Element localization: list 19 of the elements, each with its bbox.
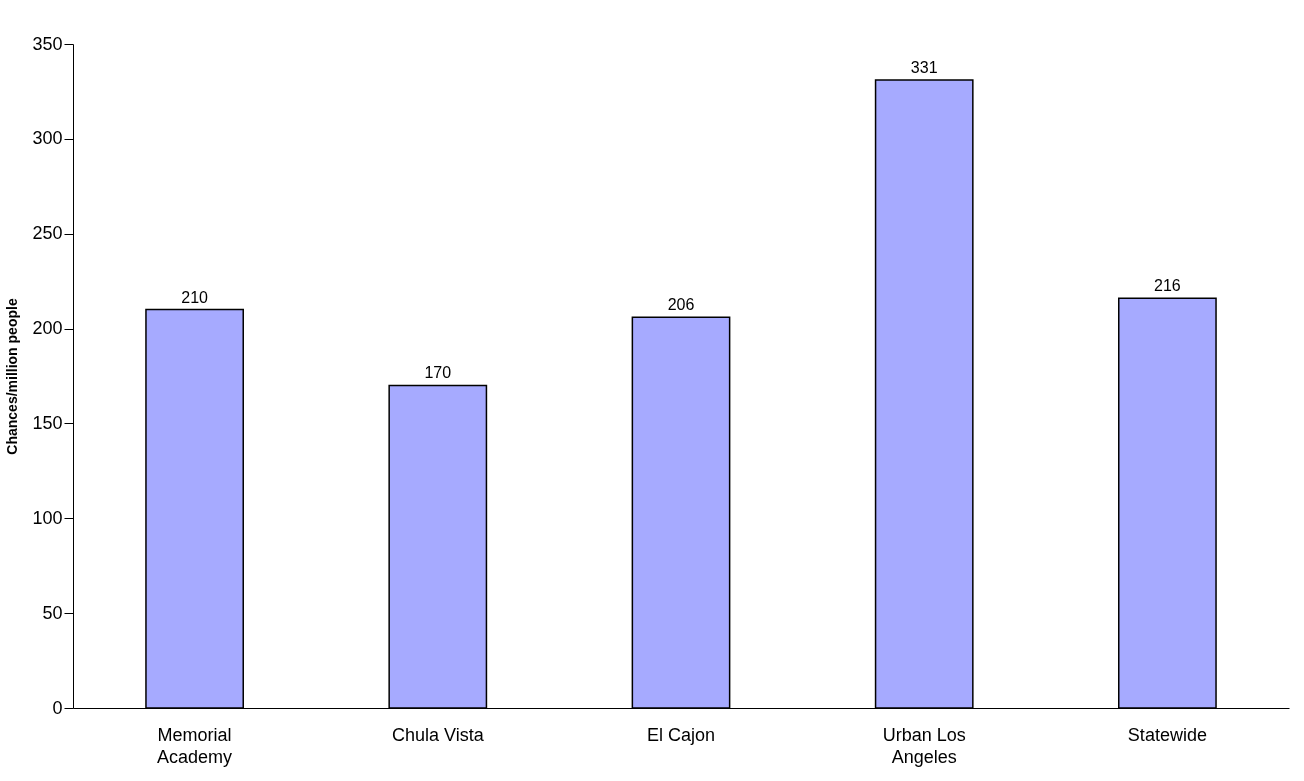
y-tick-label: 250: [32, 223, 63, 244]
x-tick-label: Memorial Academy: [157, 724, 233, 767]
y-axis-title: Chances/million people: [4, 298, 21, 455]
x-tick-label: Chula Vista: [391, 724, 485, 745]
y-tick-label: 50: [42, 602, 63, 623]
y-tick-label: 150: [32, 412, 63, 433]
x-tick-label: Statewide: [1127, 724, 1207, 745]
y-tick-label: 100: [32, 507, 63, 528]
data-label: 216: [1154, 277, 1181, 295]
data-label: 331: [910, 59, 938, 77]
x-tick-label: El Cajon: [646, 724, 716, 745]
data-label: 170: [424, 364, 452, 382]
y-tick-label: 300: [32, 128, 63, 149]
data-label: 210: [181, 288, 209, 306]
y-tick-label: 200: [32, 318, 63, 339]
data-label: 206: [667, 296, 695, 314]
y-tick-label: 0: [52, 697, 63, 718]
x-tick-label: Urban Los Angeles: [882, 724, 966, 767]
y-tick-label: 350: [32, 33, 63, 54]
